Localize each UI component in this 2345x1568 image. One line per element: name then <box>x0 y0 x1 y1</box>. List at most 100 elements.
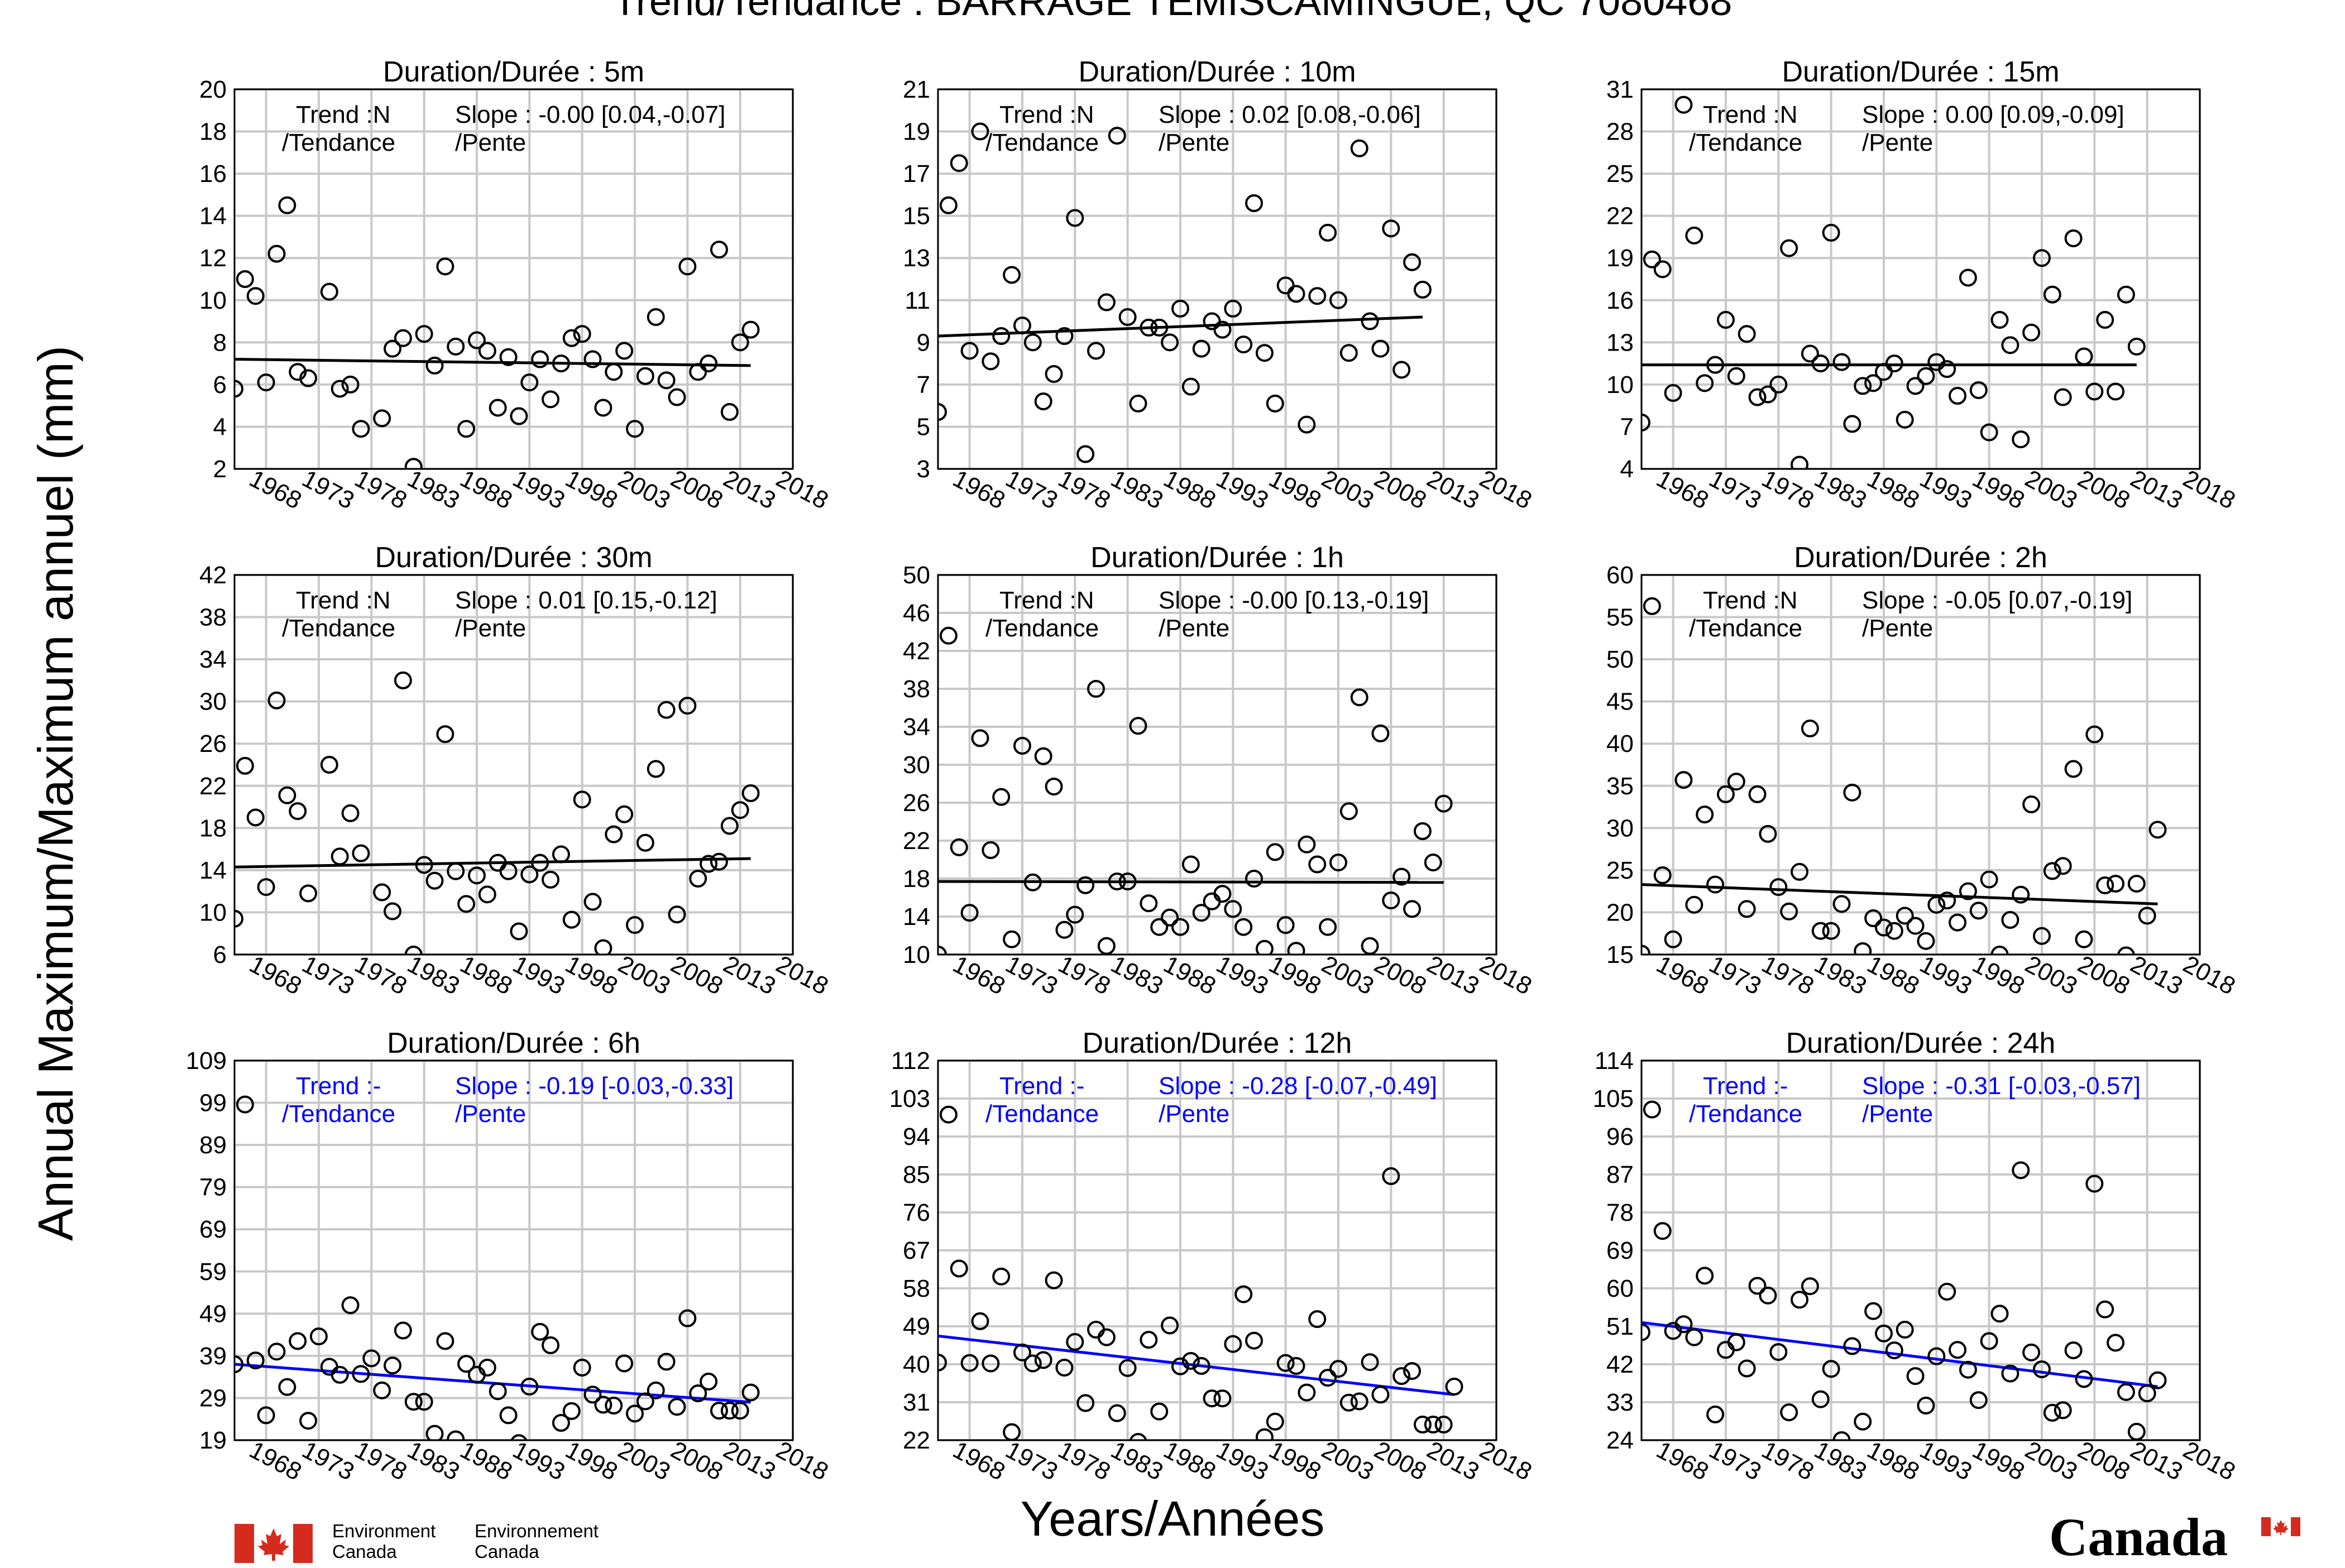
x-tick-label: 1998 <box>1968 951 2029 1000</box>
data-point <box>573 325 591 343</box>
data-point <box>2054 388 2072 406</box>
data-point <box>1643 1100 1661 1119</box>
data-point <box>1906 1367 1925 1385</box>
data-point <box>331 1365 349 1384</box>
data-point <box>436 1332 454 1350</box>
data-point <box>1738 900 1756 918</box>
data-point <box>1392 361 1411 379</box>
slope-label: Slope : -0.00 [0.13,-0.19] <box>1159 587 1429 614</box>
data-point <box>1653 1222 1672 1240</box>
data-point <box>1171 918 1189 936</box>
data-point <box>1642 1323 1650 1341</box>
data-point <box>1413 1416 1432 1434</box>
x-tick-label: 2008 <box>666 951 727 1000</box>
data-point <box>467 866 486 885</box>
data-point <box>1003 1423 1021 1440</box>
data-point <box>1706 356 1725 374</box>
plot-area <box>1642 89 2200 469</box>
data-point <box>267 244 286 263</box>
panel-title: Duration/Durée : 1h <box>1090 541 1344 574</box>
data-point <box>341 804 360 822</box>
trend-label-fr: /Tendance <box>282 1100 395 1128</box>
y-tick-label: 78 <box>1606 1199 1634 1226</box>
data-point <box>499 1406 518 1425</box>
x-tick-label: 1988 <box>456 465 516 515</box>
x-tick-label: 1988 <box>1159 1436 1220 1486</box>
data-point <box>1927 1347 1946 1365</box>
data-point <box>2075 347 2093 366</box>
plot-frame <box>1640 574 2201 956</box>
data-point <box>1959 882 1977 900</box>
data-point <box>615 1354 634 1373</box>
data-point <box>1066 209 1084 227</box>
panel-title: Duration/Durée : 24h <box>1786 1027 2056 1059</box>
figure-title: Trend/Tendance : BARRAGE TEMISCAMINGUE, … <box>612 0 1733 24</box>
x-tick-label: 2013 <box>1423 465 1483 515</box>
slope-label: Slope : 0.02 [0.08,-0.06] <box>1159 101 1421 128</box>
data-point <box>384 902 402 920</box>
data-point <box>457 420 476 438</box>
y-tick-label: 89 <box>199 1131 227 1159</box>
x-tick-label: 1968 <box>245 951 306 1000</box>
data-point <box>594 939 612 955</box>
panel-9: Duration/Durée : 24h 24 33 42 51 60 69 78 87 96 10… <box>1593 1027 2240 1486</box>
trend-line <box>234 857 751 869</box>
y-tick-label: 76 <box>903 1199 930 1226</box>
trend-label-fr: /Tendance <box>1689 129 1802 156</box>
data-point <box>2022 1343 2041 1361</box>
data-point <box>499 862 518 880</box>
data-point <box>1685 226 1703 244</box>
data-point <box>1224 1335 1242 1353</box>
x-tick-label: 1993 <box>1915 465 1976 515</box>
trend-label-fr: /Tendance <box>1689 1100 1802 1128</box>
data-point <box>1938 360 1956 378</box>
x-tick-label: 1968 <box>949 465 1009 515</box>
data-point <box>1034 747 1052 765</box>
y-tick-label: 11 <box>904 287 930 314</box>
x-tick-label: 1983 <box>1107 465 1167 515</box>
data-point <box>1371 724 1390 742</box>
data-point <box>1298 835 1316 853</box>
data-point <box>950 154 968 172</box>
data-point <box>1874 1324 1893 1342</box>
data-point <box>425 871 444 890</box>
data-point <box>1990 946 2009 955</box>
data-point <box>1382 219 1400 238</box>
x-tick-label: 1973 <box>298 951 358 1000</box>
data-point <box>1245 870 1264 888</box>
data-point <box>341 1296 360 1315</box>
data-point <box>415 856 433 874</box>
data-point <box>2032 1360 2051 1379</box>
data-point <box>1716 785 1735 803</box>
data-point <box>562 329 581 347</box>
data-point <box>1769 375 1788 394</box>
data-point <box>2032 249 2051 267</box>
x-tick-label: 1968 <box>949 951 1009 1000</box>
x-tick-label: 2013 <box>2126 1436 2187 1486</box>
data-point <box>1129 1433 1147 1440</box>
data-point <box>731 1402 749 1420</box>
x-tick-label: 2013 <box>2126 951 2187 1000</box>
y-tick-label: 4 <box>213 413 227 440</box>
data-point <box>2127 875 2146 893</box>
data-point <box>278 1378 296 1396</box>
trend-label-fr: /Tendance <box>985 615 1099 642</box>
data-point <box>531 350 549 368</box>
data-point <box>542 870 560 889</box>
x-tick-label: 1993 <box>1212 951 1272 1000</box>
x-tick-label: 1998 <box>1968 1436 2029 1486</box>
panel-7: Duration/Durée : 6h 19 29 39 49 59 69 79 89 99 109… <box>186 1027 833 1486</box>
y-tick-label: 50 <box>903 562 930 589</box>
y-tick-label: 15 <box>903 203 930 230</box>
trend-label: Trend :- <box>999 1072 1084 1100</box>
data-point <box>1864 1302 1883 1320</box>
data-point <box>689 1384 707 1403</box>
data-point <box>2064 760 2083 778</box>
data-point <box>447 862 465 880</box>
data-point <box>1171 1357 1189 1375</box>
data-point <box>542 390 560 409</box>
trend-label-fr: /Tendance <box>985 129 1099 156</box>
data-point <box>1108 127 1126 145</box>
data-point <box>982 841 1000 859</box>
data-point <box>1055 920 1074 939</box>
